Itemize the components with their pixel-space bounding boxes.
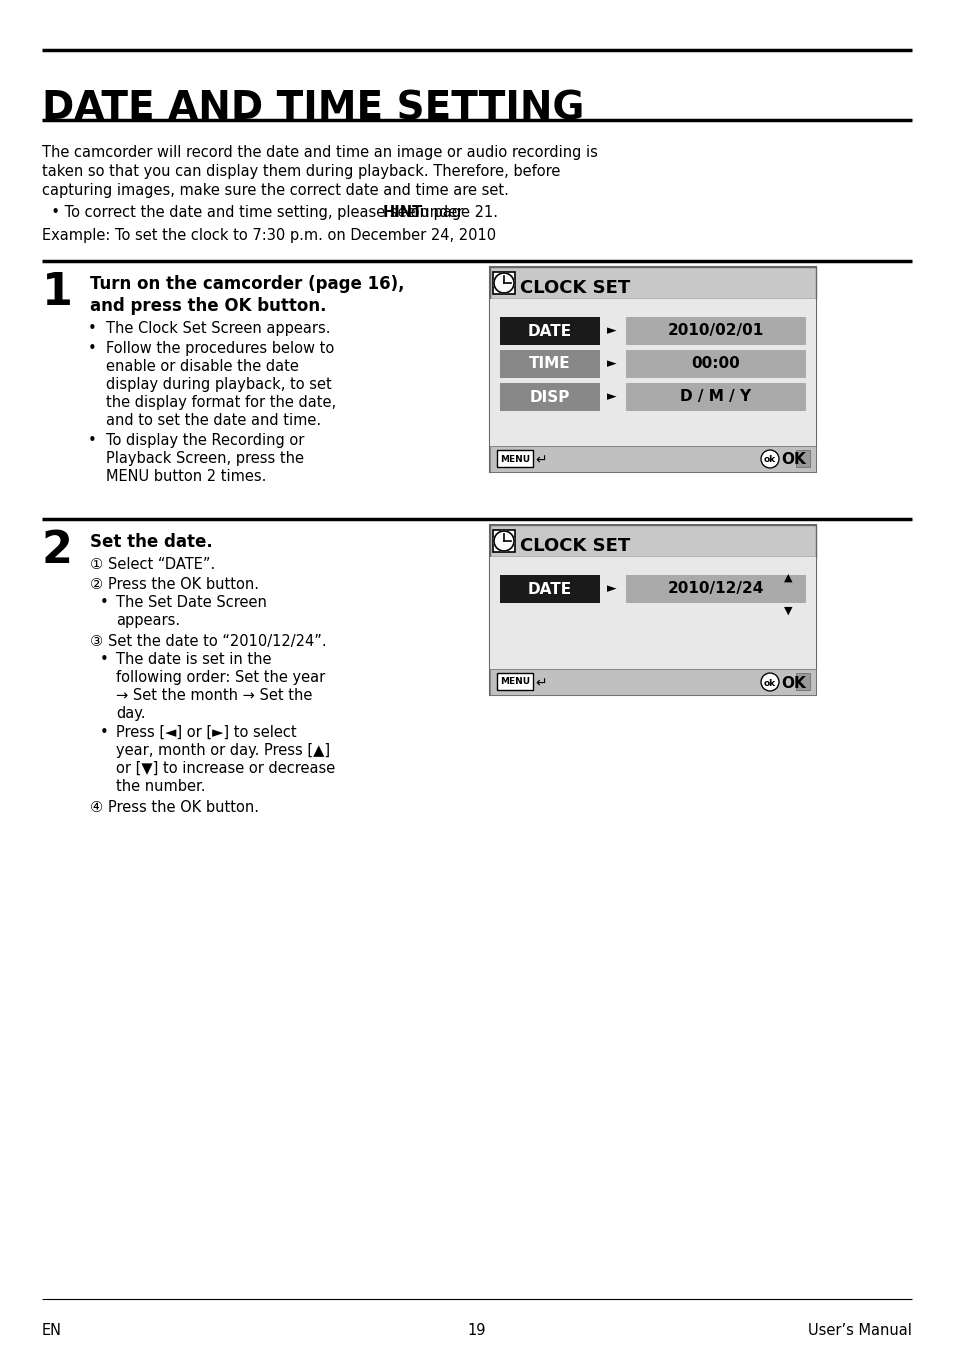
Text: DATE AND TIME SETTING: DATE AND TIME SETTING [42, 90, 584, 128]
Text: HINT: HINT [382, 204, 422, 221]
Bar [490, 525, 815, 695]
Text: appears.: appears. [116, 613, 180, 628]
Text: following order: Set the year: following order: Set the year [116, 670, 325, 685]
Bar [499, 350, 599, 378]
Text: EN: EN [42, 1323, 62, 1338]
Bar [499, 317, 599, 346]
Text: 2010/12/24: 2010/12/24 [667, 581, 763, 596]
Text: Set the date.: Set the date. [90, 533, 213, 551]
Bar [490, 299, 815, 472]
Bar [795, 451, 809, 467]
Text: ►: ► [606, 358, 617, 370]
Bar [497, 672, 533, 690]
Text: OK: OK [781, 452, 805, 468]
Text: • To correct the date and time setting, please see under: • To correct the date and time setting, … [42, 204, 468, 221]
Text: day.: day. [116, 706, 146, 721]
Text: 2010/02/01: 2010/02/01 [667, 324, 763, 339]
Bar [490, 525, 815, 557]
Text: ↵: ↵ [535, 453, 546, 467]
Bar [625, 383, 805, 412]
Text: MENU button 2 times.: MENU button 2 times. [106, 469, 266, 484]
Text: 19: 19 [467, 1323, 486, 1338]
Bar [625, 317, 805, 346]
Text: DATE: DATE [527, 324, 572, 339]
Text: Follow the procedures below to: Follow the procedures below to [106, 342, 334, 356]
Text: Press [◄] or [►] to select: Press [◄] or [►] to select [116, 725, 296, 740]
Bar [493, 530, 515, 551]
Text: Example: To set the clock to 7:30 p.m. on December 24, 2010: Example: To set the clock to 7:30 p.m. o… [42, 229, 496, 243]
Text: 1: 1 [42, 270, 73, 313]
Text: •: • [100, 725, 109, 740]
Circle shape [760, 451, 779, 468]
Text: Set the date to “2010/12/24”.: Set the date to “2010/12/24”. [108, 633, 326, 650]
Text: capturing images, make sure the correct date and time are set.: capturing images, make sure the correct … [42, 183, 508, 198]
Text: D / M / Y: D / M / Y [679, 390, 751, 405]
Text: ▼: ▼ [783, 607, 791, 616]
Text: The Set Date Screen: The Set Date Screen [116, 594, 267, 611]
Bar [490, 447, 815, 472]
Bar [497, 451, 533, 467]
Text: DATE: DATE [527, 581, 572, 596]
Circle shape [760, 672, 779, 691]
Text: ▲: ▲ [783, 573, 791, 582]
Text: The camcorder will record the date and time an image or audio recording is: The camcorder will record the date and t… [42, 145, 598, 160]
Text: The Clock Set Screen appears.: The Clock Set Screen appears. [106, 321, 330, 336]
Text: Select “DATE”.: Select “DATE”. [108, 557, 215, 572]
Bar [625, 350, 805, 378]
Text: •: • [88, 321, 96, 336]
Text: CLOCK SET: CLOCK SET [519, 278, 630, 297]
Text: on page 21.: on page 21. [405, 204, 497, 221]
Text: enable or disable the date: enable or disable the date [106, 359, 298, 374]
Text: User’s Manual: User’s Manual [807, 1323, 911, 1338]
Text: or [▼] to increase or decrease: or [▼] to increase or decrease [116, 761, 335, 776]
Text: Turn on the camcorder (page 16),: Turn on the camcorder (page 16), [90, 274, 404, 293]
Bar [490, 268, 815, 299]
Bar [499, 383, 599, 412]
Text: 00:00: 00:00 [691, 356, 740, 371]
Text: •: • [88, 433, 96, 448]
Text: •: • [88, 342, 96, 356]
Text: Press the OK button.: Press the OK button. [108, 577, 258, 592]
Text: ok: ok [763, 678, 775, 687]
Text: ►: ► [606, 582, 617, 596]
Text: and to set the date and time.: and to set the date and time. [106, 413, 321, 428]
Text: ①: ① [90, 557, 103, 572]
Text: the number.: the number. [116, 779, 205, 794]
Bar [795, 672, 809, 690]
Bar [490, 668, 815, 695]
Text: and press the OK button.: and press the OK button. [90, 297, 326, 315]
Text: ►: ► [606, 390, 617, 403]
Text: display during playback, to set: display during playback, to set [106, 377, 332, 391]
Bar [493, 272, 515, 295]
Text: taken so that you can display them during playback. Therefore, before: taken so that you can display them durin… [42, 164, 559, 179]
Text: •: • [100, 594, 109, 611]
Text: TIME: TIME [529, 356, 570, 371]
Text: → Set the month → Set the: → Set the month → Set the [116, 689, 312, 703]
Text: ④: ④ [90, 800, 103, 815]
Text: the display format for the date,: the display format for the date, [106, 395, 335, 410]
Text: CLOCK SET: CLOCK SET [519, 537, 630, 555]
Text: To display the Recording or: To display the Recording or [106, 433, 304, 448]
Text: •: • [100, 652, 109, 667]
Text: OK: OK [781, 675, 805, 690]
Text: Press the OK button.: Press the OK button. [108, 800, 258, 815]
Text: ok: ok [763, 456, 775, 464]
Text: ↵: ↵ [535, 677, 546, 690]
Text: ③: ③ [90, 633, 103, 650]
Text: Playback Screen, press the: Playback Screen, press the [106, 451, 304, 465]
Text: ►: ► [606, 324, 617, 338]
Bar [625, 576, 805, 603]
Circle shape [494, 273, 514, 293]
Bar [490, 557, 815, 695]
Text: MENU: MENU [499, 678, 530, 686]
Bar [499, 576, 599, 603]
Text: year, month or day. Press [▲]: year, month or day. Press [▲] [116, 742, 330, 759]
Text: MENU: MENU [499, 455, 530, 464]
Circle shape [494, 531, 514, 551]
Text: The date is set in the: The date is set in the [116, 652, 272, 667]
Text: DISP: DISP [529, 390, 570, 405]
Bar [490, 268, 815, 472]
Text: 2: 2 [42, 529, 73, 572]
Text: ②: ② [90, 577, 103, 592]
